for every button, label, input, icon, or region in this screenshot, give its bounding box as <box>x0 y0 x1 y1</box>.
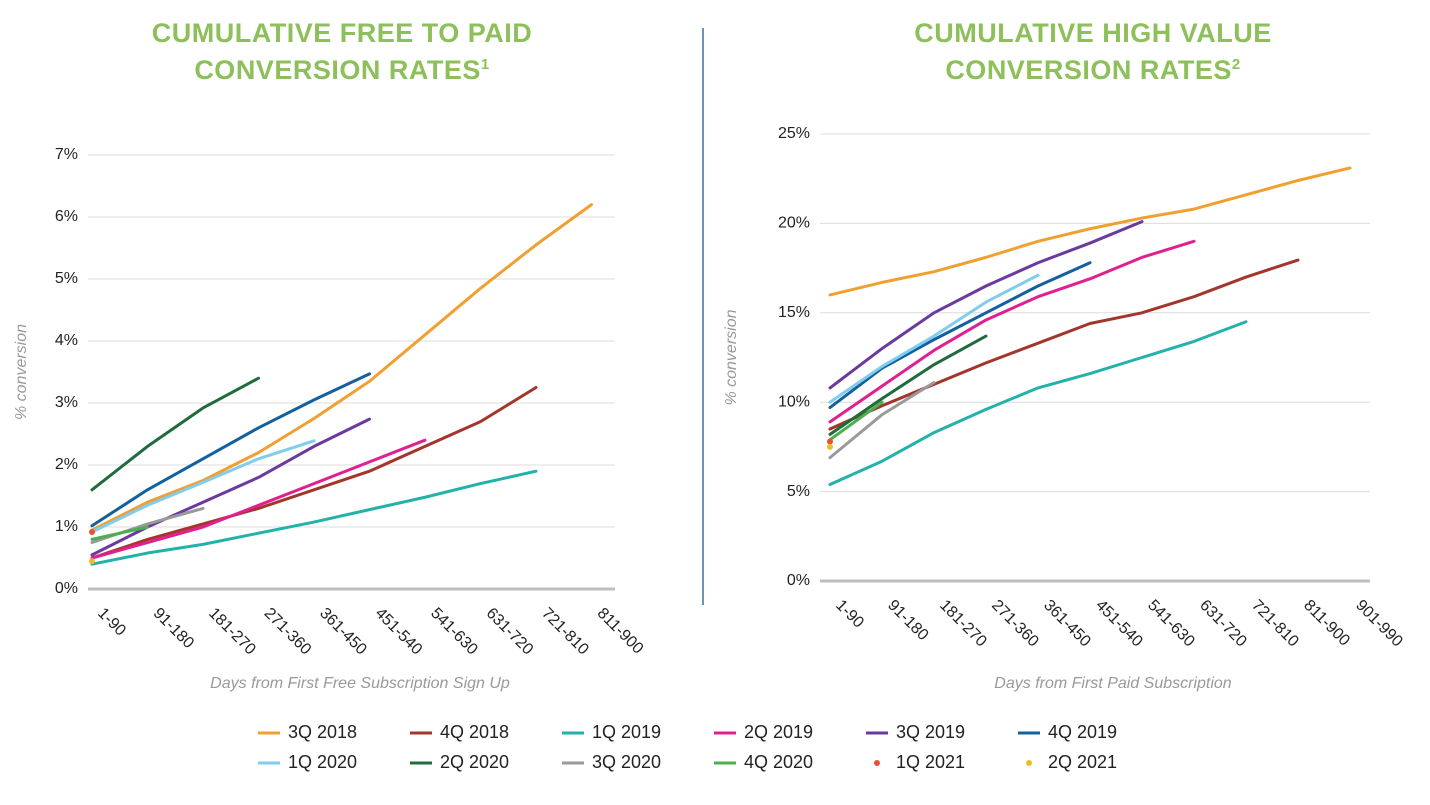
x-tick-label: 541-630 <box>427 605 481 659</box>
y-tick-label: 3% <box>55 394 78 411</box>
x-tick-label: 271-360 <box>261 605 315 659</box>
point <box>827 438 833 445</box>
series-line <box>90 372 371 528</box>
series-line <box>90 203 593 532</box>
legend-label: 3Q 2020 <box>592 752 661 772</box>
x-tick-label: 811-900 <box>1300 597 1353 650</box>
x-tick-label: 451-540 <box>1092 597 1146 651</box>
y-tick-label: 15% <box>778 304 810 321</box>
title-note: 2 <box>1231 56 1241 73</box>
x-tick-label: 811-900 <box>594 605 647 658</box>
x-tick-label: 91-180 <box>884 597 931 644</box>
series-line <box>90 438 427 560</box>
title-text: CUMULATIVE FREE TO PAID CONVERSION RATES <box>151 18 533 85</box>
x-tick-label: 181-270 <box>205 605 259 659</box>
x-tick-label: 181-270 <box>936 597 990 651</box>
y-tick-label: 20% <box>778 215 810 232</box>
title-text: CUMULATIVE HIGH VALUE CONVERSION RATES <box>914 18 1272 85</box>
series-line <box>828 239 1196 424</box>
series-line <box>828 261 1092 410</box>
x-tick-label: 541-630 <box>1144 597 1198 651</box>
point <box>827 443 833 450</box>
legend-label: 2Q 2020 <box>440 752 509 772</box>
chart-title: CUMULATIVE FREE TO PAID CONVERSION RATES… <box>132 18 552 86</box>
y-tick-label: 2% <box>55 456 78 473</box>
series-line <box>90 417 371 557</box>
series-line <box>828 320 1248 486</box>
series-line <box>90 525 149 541</box>
y-tick-label: 1% <box>55 518 78 535</box>
y-tick-label: 7% <box>55 146 78 163</box>
x-tick-label: 901-990 <box>1352 597 1406 651</box>
x-tick-label: 451-540 <box>372 605 426 659</box>
series-line <box>828 166 1352 297</box>
y-tick-label: 6% <box>55 208 78 225</box>
title-note: 1 <box>480 56 490 73</box>
x-tick-label: 1-90 <box>94 605 129 640</box>
legend-label: 3Q 2018 <box>288 722 357 742</box>
legend-label: 4Q 2020 <box>744 752 813 772</box>
legend-label: 3Q 2019 <box>896 722 965 742</box>
legend-swatch <box>874 760 880 766</box>
x-tick-label: 721-810 <box>1248 597 1302 651</box>
y-tick-label: 4% <box>55 332 78 349</box>
x-tick-label: 1-90 <box>832 597 867 632</box>
x-tick-label: 631-720 <box>1196 597 1250 651</box>
legend-label: 2Q 2019 <box>744 722 813 742</box>
series-line <box>90 376 260 492</box>
y-tick-label: 10% <box>778 393 810 410</box>
series-line <box>828 220 1144 390</box>
x-tick-label: 91-180 <box>150 605 197 652</box>
x-tick-label: 631-720 <box>483 605 537 659</box>
x-axis-title: Days from First Free Subscription Sign U… <box>210 675 510 692</box>
legend-label: 4Q 2018 <box>440 722 509 742</box>
y-tick-label: 5% <box>787 483 810 500</box>
point <box>89 558 95 565</box>
legend-label: 1Q 2020 <box>288 752 357 772</box>
series-line <box>828 334 988 436</box>
y-tick-label: 25% <box>778 125 810 142</box>
y-tick-label: 0% <box>55 580 78 597</box>
y-tick-label: 5% <box>55 270 78 287</box>
legend-swatch <box>1026 760 1032 766</box>
x-tick-label: 361-450 <box>316 605 370 659</box>
x-tick-label: 361-450 <box>1040 597 1094 651</box>
point <box>89 528 95 535</box>
series-line <box>90 469 538 566</box>
x-tick-label: 271-360 <box>988 597 1042 651</box>
series-line <box>90 439 316 534</box>
legend-label: 2Q 2021 <box>1048 752 1117 772</box>
series-line <box>828 400 884 442</box>
legend-label: 4Q 2019 <box>1048 722 1117 742</box>
legend-label: 1Q 2019 <box>592 722 661 742</box>
x-axis-title: Days from First Paid Subscription <box>994 675 1232 692</box>
chart-title: CUMULATIVE HIGH VALUE CONVERSION RATES2 <box>883 18 1303 86</box>
legend-label: 1Q 2021 <box>896 752 965 772</box>
series-line <box>828 381 936 460</box>
x-tick-label: 721-810 <box>538 605 592 659</box>
y-axis-title: % conversion <box>13 324 30 420</box>
y-axis-title: % conversion <box>723 309 740 405</box>
series-line <box>828 258 1300 431</box>
series-line <box>90 386 538 560</box>
y-tick-label: 0% <box>787 572 810 589</box>
series-line <box>828 273 1040 404</box>
